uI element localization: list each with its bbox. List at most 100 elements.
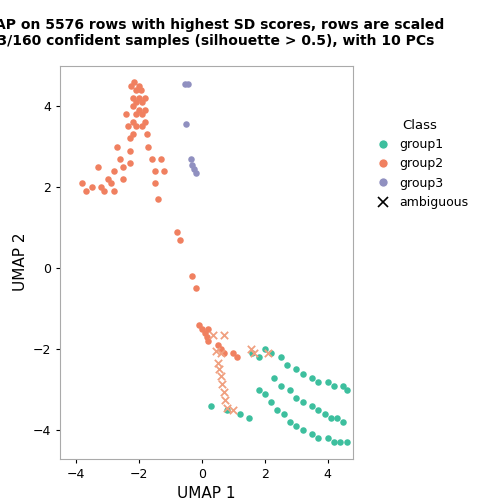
Point	[137, 86, 145, 94]
Point	[283, 361, 291, 369]
Point	[324, 377, 332, 386]
Point	[97, 183, 105, 191]
Point	[104, 175, 112, 183]
Legend: group1, group2, group3, ambiguous: group1, group2, group3, ambiguous	[371, 119, 469, 209]
Point	[273, 406, 281, 414]
Point	[286, 386, 294, 394]
Point	[131, 78, 139, 86]
Point	[113, 143, 121, 151]
Point	[215, 365, 223, 373]
Point	[209, 331, 217, 339]
Point	[148, 155, 156, 163]
Point	[214, 341, 222, 349]
Point	[132, 86, 140, 94]
Point	[138, 98, 146, 106]
Point	[141, 118, 149, 127]
Point	[248, 349, 256, 357]
Point	[308, 373, 316, 382]
Point	[188, 272, 197, 280]
Point	[221, 396, 229, 404]
Point	[141, 94, 149, 102]
Point	[207, 402, 215, 410]
Point	[250, 349, 258, 357]
Point	[173, 228, 181, 236]
Point	[327, 414, 335, 422]
Point	[138, 110, 146, 118]
Point	[235, 410, 243, 418]
Point	[141, 106, 149, 114]
Point	[132, 98, 140, 106]
Point	[324, 434, 332, 443]
Point	[270, 373, 278, 382]
Point	[198, 325, 206, 333]
Point	[277, 353, 285, 361]
Point	[132, 122, 140, 131]
Point	[138, 122, 146, 131]
Point	[330, 382, 338, 390]
Point	[212, 347, 220, 355]
Point	[88, 183, 96, 191]
Point	[292, 422, 300, 430]
Point	[336, 438, 344, 447]
Point	[314, 377, 322, 386]
Point	[100, 187, 108, 195]
Point	[255, 353, 263, 361]
Point	[184, 80, 192, 88]
Point	[187, 155, 195, 163]
Point	[116, 155, 124, 163]
Point	[160, 167, 168, 175]
Point	[110, 187, 118, 195]
Y-axis label: UMAP 2: UMAP 2	[13, 233, 28, 291]
Point	[298, 369, 306, 377]
Point	[214, 359, 222, 367]
Point	[151, 167, 159, 175]
Point	[277, 382, 285, 390]
Point	[122, 110, 131, 118]
Point	[182, 120, 190, 129]
Point	[79, 179, 87, 187]
Point	[218, 380, 226, 388]
Point	[245, 414, 253, 422]
Point	[220, 349, 228, 357]
Point	[151, 179, 159, 187]
Point	[94, 163, 102, 171]
Point	[229, 406, 237, 414]
Point	[246, 345, 255, 353]
Point	[143, 131, 151, 139]
Point	[217, 345, 225, 353]
Point	[176, 236, 184, 244]
Point	[125, 135, 134, 143]
Point	[129, 102, 137, 110]
Point	[261, 390, 269, 398]
Point	[135, 82, 143, 90]
Point	[343, 438, 351, 447]
Point	[195, 321, 203, 329]
Point	[217, 371, 225, 380]
Point	[314, 406, 322, 414]
Point	[220, 331, 228, 339]
Point	[261, 345, 269, 353]
Point	[180, 80, 188, 88]
Point	[343, 386, 351, 394]
Point	[203, 333, 211, 341]
Point	[110, 167, 118, 175]
Point	[129, 131, 137, 139]
Point	[223, 404, 231, 412]
Point	[135, 94, 143, 102]
Point	[135, 106, 143, 114]
Point	[308, 430, 316, 438]
Point	[321, 410, 329, 418]
Point	[339, 382, 347, 390]
Point	[188, 161, 197, 169]
Point	[204, 337, 212, 345]
Point	[298, 398, 306, 406]
Point	[220, 388, 228, 396]
Point	[339, 418, 347, 426]
Point	[267, 349, 275, 357]
Point	[330, 438, 338, 447]
Point	[286, 418, 294, 426]
Point	[190, 165, 198, 173]
Point	[255, 386, 263, 394]
Point	[204, 325, 212, 333]
Point	[280, 410, 288, 418]
